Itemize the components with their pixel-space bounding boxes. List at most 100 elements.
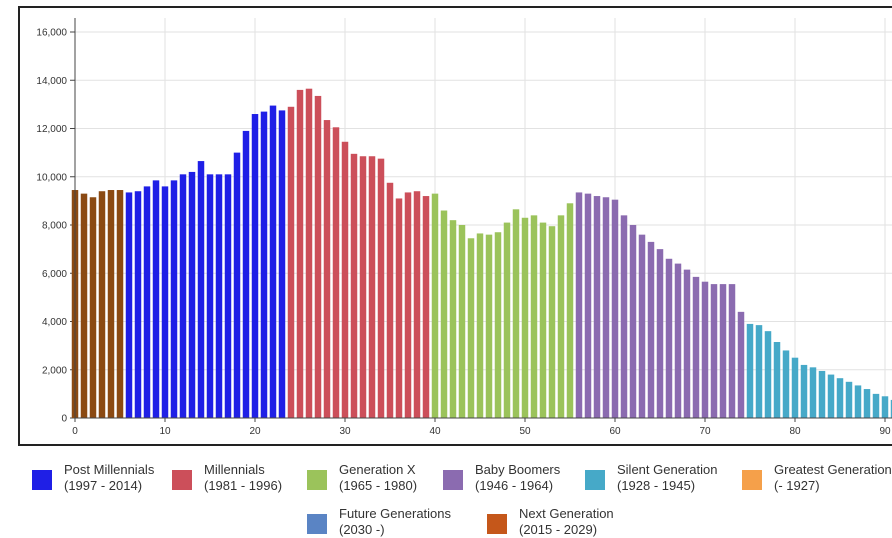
- y-tick-label: 4,000: [42, 317, 67, 328]
- bar: [755, 325, 763, 418]
- bar: [728, 284, 736, 418]
- bar: [251, 114, 259, 419]
- y-tick-label: 10,000: [36, 172, 67, 183]
- bar: [566, 203, 574, 418]
- bar: [890, 399, 892, 418]
- bar: [242, 130, 250, 418]
- bar: [710, 284, 718, 418]
- bar: [683, 269, 691, 418]
- legend-item-millennials[interactable]: Millennials (1981 - 1996): [172, 462, 282, 494]
- bar: [134, 191, 142, 418]
- bar: [593, 196, 601, 418]
- bar: [575, 192, 583, 418]
- bar: [881, 396, 889, 418]
- legend-swatch-baby-boomers: [443, 470, 463, 490]
- legend-label-generation-x: Generation X: [339, 462, 416, 477]
- bar: [143, 186, 151, 418]
- bar: [764, 331, 772, 418]
- chart-frame: 0 2,000 4,000 6,000 8,000 10,000 12,000 14,000 1…: [18, 6, 892, 446]
- bar: [620, 215, 628, 418]
- legend-item-post-millennials[interactable]: Post Millennials (1997 - 2014): [32, 462, 154, 494]
- legend-range-next-generation: (2015 - 2029): [519, 522, 598, 537]
- bar: [440, 210, 448, 418]
- bar: [809, 367, 817, 418]
- bar: [530, 215, 538, 418]
- bar: [539, 222, 547, 418]
- bar: [494, 232, 502, 418]
- bar: [296, 89, 304, 419]
- bar: [647, 241, 655, 418]
- bar: [305, 88, 313, 418]
- bar: [485, 234, 493, 418]
- bar: [872, 393, 880, 418]
- bar: [260, 111, 268, 419]
- legend-swatch-generation-x: [307, 470, 327, 490]
- y-tick-label: 14,000: [36, 76, 67, 87]
- bar: [89, 197, 97, 418]
- bar: [269, 105, 277, 419]
- x-tick-label: 20: [249, 426, 261, 437]
- bar: [791, 357, 799, 418]
- x-tick-label: 10: [159, 426, 171, 437]
- legend-item-greatest-generation[interactable]: Greatest Generation (- 1927): [742, 462, 892, 494]
- legend-range-millennials: (1981 - 1996): [204, 478, 283, 493]
- x-tick-label: 50: [519, 426, 531, 437]
- bar: [503, 222, 511, 418]
- bar: [161, 186, 169, 418]
- legend-range-greatest-generation: (- 1927): [774, 478, 820, 493]
- bar: [206, 174, 214, 418]
- legend-swatch-silent-generation: [585, 470, 605, 490]
- bar: [548, 226, 556, 418]
- x-tick-label: 80: [789, 426, 801, 437]
- bar: [827, 374, 835, 418]
- bar: [692, 276, 700, 418]
- bar: [179, 174, 187, 418]
- bar: [674, 263, 682, 418]
- bar: [773, 342, 781, 418]
- chart-legend: Post Millennials (1997 - 2014) Millennia…: [0, 452, 892, 538]
- bar: [422, 196, 430, 418]
- legend-label-millennials: Millennials: [204, 462, 265, 477]
- bar: [314, 95, 322, 419]
- legend-label-post-millennials: Post Millennials: [64, 462, 155, 477]
- bar: [719, 284, 727, 418]
- x-tick-label: 40: [429, 426, 441, 437]
- bar: [377, 158, 385, 418]
- legend-range-post-millennials: (1997 - 2014): [64, 478, 143, 493]
- bar: [521, 217, 529, 418]
- bar: [278, 110, 286, 418]
- y-tick-label: 6,000: [42, 269, 67, 280]
- legend-swatch-future-generations: [307, 514, 327, 534]
- bar: [332, 127, 340, 418]
- bar: [746, 323, 754, 418]
- bar: [341, 141, 349, 419]
- bar: [287, 106, 295, 418]
- bar: [197, 161, 205, 418]
- bar: [359, 156, 367, 418]
- bar: [233, 152, 241, 418]
- legend-label-baby-boomers: Baby Boomers: [475, 462, 561, 477]
- legend-label-future-generations: Future Generations: [339, 506, 452, 521]
- y-tick-label: 16,000: [36, 28, 67, 39]
- bar: [116, 190, 124, 418]
- bar: [80, 193, 88, 418]
- legend-item-silent-generation[interactable]: Silent Generation (1928 - 1945): [585, 462, 717, 494]
- bar: [782, 350, 790, 418]
- bar: [350, 153, 358, 419]
- bar: [665, 258, 673, 418]
- bar: [215, 174, 223, 418]
- bar: [98, 191, 106, 418]
- legend-item-baby-boomers[interactable]: Baby Boomers (1946 - 1964): [443, 462, 560, 494]
- legend-item-generation-x[interactable]: Generation X (1965 - 1980): [307, 462, 417, 494]
- legend-item-future-generations[interactable]: Future Generations (2030 -): [307, 506, 451, 538]
- bar: [467, 238, 475, 418]
- x-tick-label: 60: [609, 426, 621, 437]
- bar: [224, 174, 232, 418]
- population-bar-chart: 0 2,000 4,000 6,000 8,000 10,000 12,000 14,000 1…: [36, 18, 892, 437]
- legend-item-next-generation[interactable]: Next Generation (2015 - 2029): [487, 506, 614, 538]
- legend-range-future-generations: (2030 -): [339, 522, 385, 537]
- bar: [584, 193, 592, 418]
- bar: [323, 120, 331, 419]
- x-tick-label: 30: [339, 426, 351, 437]
- bar: [386, 182, 394, 418]
